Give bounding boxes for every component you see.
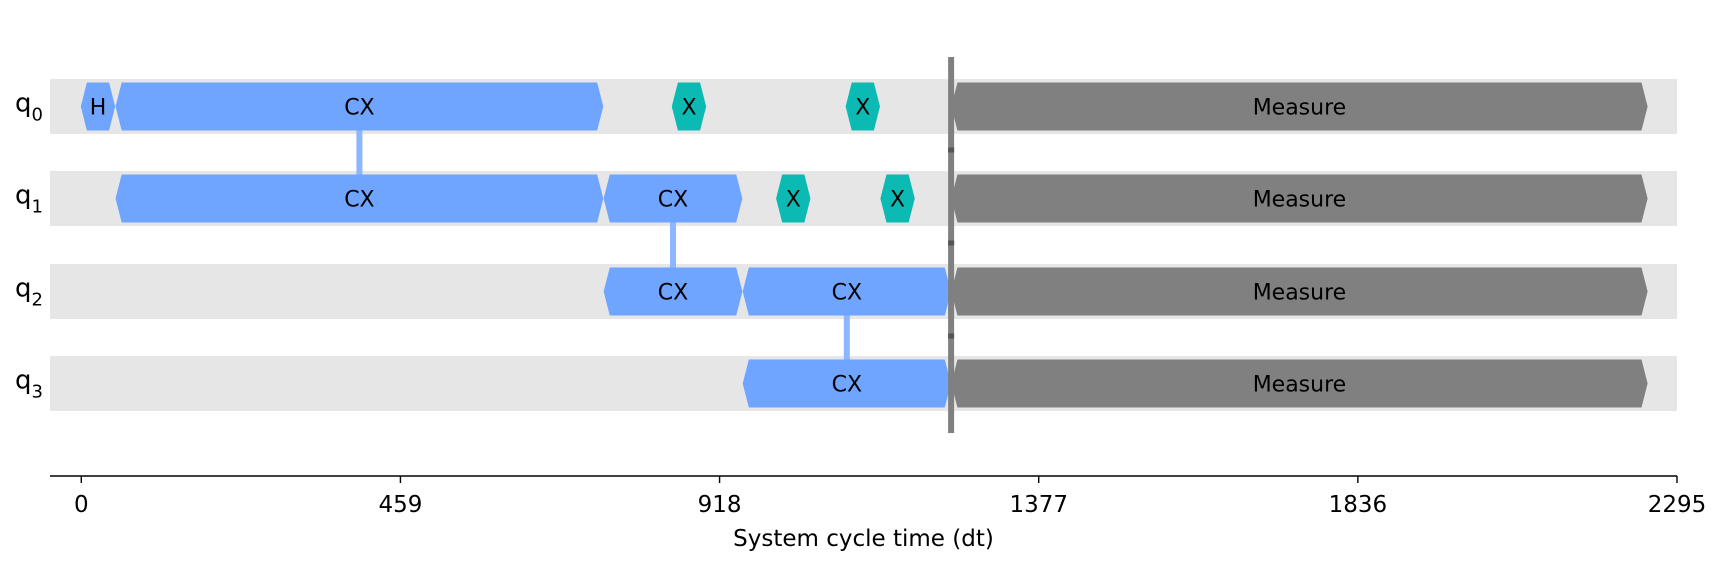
gates: H CX CX X X CX CX X X CX CX Measure Measure Measure Me… xyxy=(80,82,1648,408)
x-tick-label: 2295 xyxy=(1648,492,1707,518)
qubit-label-q2: q2 xyxy=(15,274,43,311)
x-axis-title: System cycle time (dt) xyxy=(733,526,994,552)
gate-shape xyxy=(776,174,811,223)
gate-shape xyxy=(845,82,880,131)
qubit-label-q0: q0 xyxy=(15,89,43,126)
gate-label: Measure xyxy=(1253,373,1347,398)
gate-label: CX xyxy=(832,281,862,306)
gate-h-q0-0: H xyxy=(80,82,116,131)
gate-measure-q1-12: Measure xyxy=(951,174,1648,223)
gate-measure-q3-14: Measure xyxy=(951,359,1648,408)
gate-cx-q2-6: CX xyxy=(603,267,743,316)
x-axis: System cycle time (dt) 0 459 918 1377 1836 22… xyxy=(50,475,1707,552)
gate-label: X xyxy=(786,188,801,213)
gate-label: X xyxy=(681,96,696,121)
gate-cx-q1-5: CX xyxy=(603,174,743,223)
gate-label: X xyxy=(855,96,870,121)
qubit-label-q3: q3 xyxy=(15,366,43,403)
qubit-labels: q0 q1 q2 q3 xyxy=(15,89,43,403)
gate-label: CX xyxy=(832,373,862,398)
gate-measure-q0-11: Measure xyxy=(951,82,1648,131)
gate-shape xyxy=(742,359,951,408)
gate-shape xyxy=(115,174,604,223)
gate-cx-q2-9: CX xyxy=(742,267,951,316)
x-tick-label: 1377 xyxy=(1009,492,1068,518)
barrier xyxy=(948,57,955,433)
gate-label: X xyxy=(890,188,905,213)
gate-cx-q0-1: CX xyxy=(115,82,604,131)
gate-links xyxy=(356,106,850,384)
gate-measure-q2-13: Measure xyxy=(951,267,1648,316)
qubit-label-q1: q1 xyxy=(15,181,43,218)
gate-label: CX xyxy=(344,188,374,213)
gate-x-q0-4: X xyxy=(845,82,880,131)
gate-x-q1-8: X xyxy=(880,174,915,223)
gate-shape xyxy=(80,82,116,131)
gate-label: CX xyxy=(344,96,374,121)
gate-shape xyxy=(603,267,743,316)
gate-x-q0-3: X xyxy=(671,82,707,131)
gate-cx-q3-10: CX xyxy=(742,359,951,408)
gate-x-q1-7: X xyxy=(776,174,811,223)
gate-shape xyxy=(603,174,743,223)
gate-shape xyxy=(671,82,707,131)
x-tick-label: 918 xyxy=(698,492,742,518)
x-tick-label: 0 xyxy=(74,492,89,518)
gate-shape xyxy=(742,267,951,316)
gate-cx-q1-2: CX xyxy=(115,174,604,223)
gate-shape xyxy=(880,174,915,223)
gate-label: Measure xyxy=(1253,188,1347,213)
x-tick-label: 459 xyxy=(378,492,422,518)
gate-label: CX xyxy=(658,281,688,306)
gate-shape xyxy=(115,82,604,131)
x-tick-label: 1836 xyxy=(1329,492,1388,518)
gate-label: CX xyxy=(658,188,688,213)
gate-label: Measure xyxy=(1253,281,1347,306)
gate-label: Measure xyxy=(1253,96,1347,121)
gate-label: H xyxy=(90,96,107,121)
